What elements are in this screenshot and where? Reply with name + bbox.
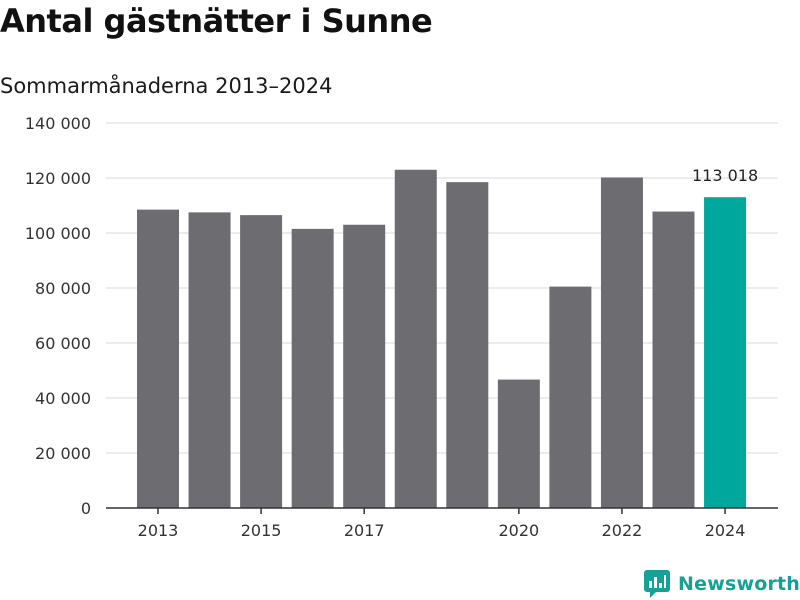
bar-2014: [188, 212, 231, 508]
y-axis-tick-labels: 0 20 000 40 000 60 000 80 000 100 000 120 000 1…: [25, 114, 91, 518]
bar-2016: [291, 228, 334, 508]
chart-subtitle: Sommarmånaderna 2013–2024: [0, 74, 333, 98]
bar-2022: [600, 177, 643, 508]
x-tick-label: 2013: [138, 521, 179, 540]
x-tick-label: 2022: [602, 521, 643, 540]
y-tick-label: 0: [81, 499, 91, 518]
x-tick-label: 2024: [705, 521, 746, 540]
newsworthy-logo-icon: [644, 570, 670, 598]
brand-name: Newsworthy: [678, 573, 800, 595]
brand-logo: Newsworthy: [644, 568, 800, 600]
y-tick-label: 20 000: [35, 444, 91, 463]
x-axis-tick-labels: 2013 2015 2017 2020 2022 2024: [138, 508, 746, 540]
bar-chart: 0 20 000 40 000 60 000 80 000 100 000 120 000 1…: [25, 114, 778, 540]
bars: [137, 169, 747, 509]
bar-2019: [446, 182, 489, 508]
bar-2023: [652, 211, 695, 509]
y-tick-label: 60 000: [35, 334, 91, 353]
bar-2018: [394, 169, 437, 508]
value-label-2024: 113 018: [692, 166, 758, 185]
bar-2013: [137, 209, 179, 508]
bar-2020: [497, 379, 540, 508]
chart-title: Antal gästnätter i Sunne: [0, 2, 433, 40]
y-tick-label: 140 000: [25, 114, 91, 133]
bar-2017: [343, 224, 386, 508]
x-tick-label: 2020: [498, 521, 539, 540]
bar-2021: [549, 286, 592, 508]
bar-2024: [704, 197, 747, 508]
x-tick-label: 2015: [241, 521, 282, 540]
y-tick-label: 80 000: [35, 279, 91, 298]
x-tick-label: 2017: [344, 521, 385, 540]
y-tick-label: 100 000: [25, 224, 91, 243]
bar-2015: [240, 215, 283, 508]
y-tick-label: 120 000: [25, 169, 91, 188]
y-tick-label: 40 000: [35, 389, 91, 408]
annotations: 113 018: [692, 166, 758, 185]
